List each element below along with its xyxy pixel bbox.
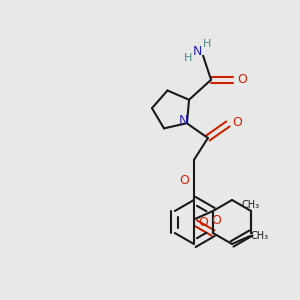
Text: CH₃: CH₃ (251, 231, 269, 241)
Text: N: N (192, 45, 202, 58)
Text: H: H (203, 39, 211, 49)
Text: N: N (179, 113, 189, 127)
Text: O: O (232, 116, 242, 128)
Text: O: O (199, 217, 208, 230)
Text: O: O (237, 73, 247, 86)
Text: CH₃: CH₃ (242, 200, 260, 210)
Text: O: O (211, 214, 221, 226)
Text: H: H (184, 53, 192, 63)
Text: O: O (179, 173, 189, 187)
